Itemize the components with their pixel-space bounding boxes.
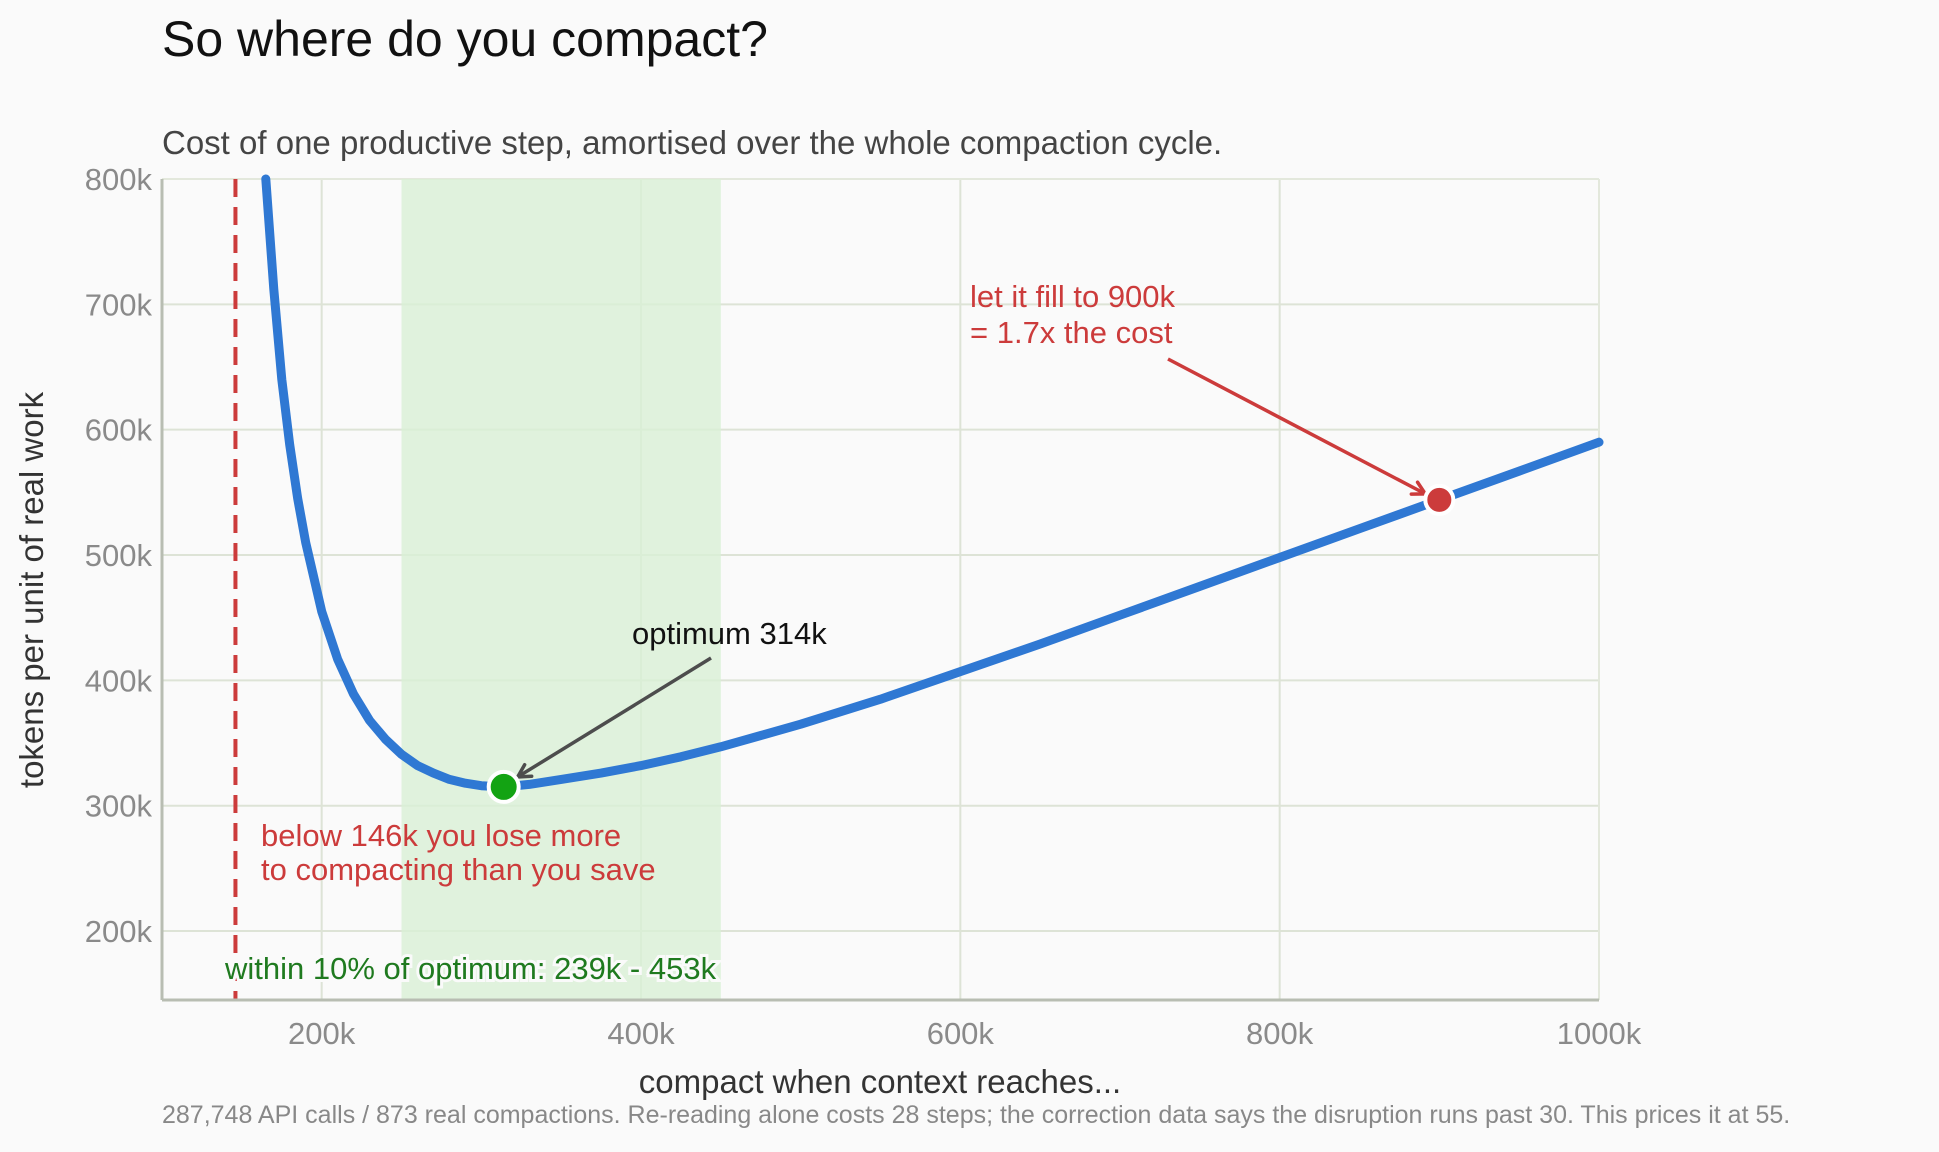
threshold-label-line1: below 146k you lose more	[261, 818, 621, 853]
chart-title: So where do you compact?	[162, 11, 768, 67]
y-tick-label: 700k	[85, 287, 153, 322]
x-tick-label: 200k	[288, 1016, 356, 1051]
red-label-line2: = 1.7x the cost	[970, 315, 1173, 350]
y-tick-label: 300k	[85, 789, 153, 824]
y-tick-label: 200k	[85, 914, 153, 949]
threshold-label-line2: to compacting than you save	[261, 852, 656, 887]
red-point	[1423, 483, 1456, 516]
x-tick-label: 800k	[1246, 1016, 1314, 1051]
x-tick-label: 1000k	[1557, 1016, 1642, 1051]
x-tick-label: 600k	[927, 1016, 995, 1051]
optimum-point	[486, 769, 521, 804]
red-label-line1: let it fill to 900k	[970, 279, 1176, 314]
optimum-arrowhead	[514, 763, 534, 779]
x-tick-label: 400k	[607, 1016, 675, 1051]
y-tick-label: 400k	[85, 663, 153, 698]
band-label: within 10% of optimum: 239k - 453k	[224, 951, 717, 986]
footnote: 287,748 API calls / 873 real compactions…	[162, 1101, 1791, 1129]
optimum-band	[401, 179, 721, 1000]
chart-subtitle: Cost of one productive step, amortised o…	[162, 124, 1223, 161]
axis-ticks: 200k 400k 600k 800k 1000k 200k 300k 400k 500k 600…	[85, 162, 1642, 1051]
optimum-label: optimum 314k	[632, 616, 827, 651]
optimum-arrow	[516, 656, 712, 779]
x-axis-label: compact when context reaches...	[639, 1063, 1121, 1100]
y-tick-label: 600k	[85, 413, 153, 448]
red-arrow	[1167, 357, 1427, 496]
y-tick-label: 800k	[85, 162, 153, 197]
y-tick-label: 500k	[85, 538, 153, 573]
y-axis-label: tokens per unit of real work	[13, 391, 50, 788]
